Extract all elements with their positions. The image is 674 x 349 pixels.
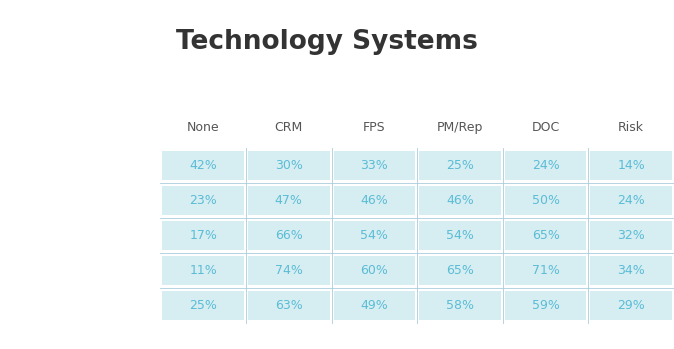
Bar	[505, 221, 586, 250]
Text: None: None	[187, 121, 220, 134]
Bar	[419, 186, 501, 215]
Text: 33%: 33%	[361, 159, 388, 172]
Text: 71%: 71%	[532, 264, 559, 277]
Bar	[334, 256, 415, 285]
Text: Risk: Risk	[618, 121, 644, 134]
Bar	[419, 221, 501, 250]
Bar	[248, 151, 330, 180]
Bar	[505, 151, 586, 180]
Text: 29%: 29%	[617, 299, 645, 312]
Bar	[162, 256, 244, 285]
Text: 58%: 58%	[446, 299, 474, 312]
Text: 65%: 65%	[532, 229, 559, 242]
Text: PM/Rep: PM/Rep	[437, 121, 483, 134]
Text: AUM and: AUM and	[14, 29, 146, 55]
Text: FPS: FPS	[363, 121, 386, 134]
Text: $200 Million Plus: $200 Million Plus	[45, 300, 149, 310]
Text: 32%: 32%	[617, 229, 645, 242]
Text: 46%: 46%	[446, 194, 474, 207]
Bar	[590, 186, 672, 215]
Text: 14%: 14%	[617, 159, 645, 172]
Bar	[590, 151, 672, 180]
Text: 25%: 25%	[189, 299, 217, 312]
Bar	[505, 256, 586, 285]
Bar	[505, 291, 586, 320]
Bar	[419, 151, 501, 180]
Bar	[334, 186, 415, 215]
Text: $50 - 100 Million: $50 - 100 Million	[48, 231, 149, 240]
Text: 17%: 17%	[189, 229, 217, 242]
Text: $0 - 10 Million: $0 - 10 Million	[63, 161, 149, 171]
Text: 66%: 66%	[275, 229, 303, 242]
Bar	[248, 186, 330, 215]
Text: 23%: 23%	[189, 194, 217, 207]
Text: 42%: 42%	[189, 159, 217, 172]
Bar	[248, 221, 330, 250]
Text: 50%: 50%	[532, 194, 559, 207]
Text: 24%: 24%	[617, 194, 645, 207]
Bar	[334, 291, 415, 320]
Text: 49%: 49%	[361, 299, 388, 312]
Bar	[505, 186, 586, 215]
Bar	[334, 151, 415, 180]
Text: 59%: 59%	[532, 299, 559, 312]
Text: Technology Systems: Technology Systems	[176, 29, 478, 55]
Text: 60%: 60%	[361, 264, 388, 277]
Bar	[590, 221, 672, 250]
Bar	[248, 256, 330, 285]
Text: 30%: 30%	[275, 159, 303, 172]
Text: 11%: 11%	[189, 264, 217, 277]
Bar	[590, 291, 672, 320]
Bar	[590, 256, 672, 285]
Bar	[334, 221, 415, 250]
Text: DOC: DOC	[532, 121, 559, 134]
Bar	[162, 151, 244, 180]
Text: 54%: 54%	[446, 229, 474, 242]
Text: 63%: 63%	[275, 299, 303, 312]
Text: $100 - 200 Million: $100 - 200 Million	[40, 266, 149, 275]
Text: CRM: CRM	[275, 121, 303, 134]
Text: 65%: 65%	[446, 264, 474, 277]
Bar	[419, 256, 501, 285]
Bar	[419, 291, 501, 320]
Text: 46%: 46%	[361, 194, 388, 207]
Text: $10 - 50 Million: $10 - 50 Million	[55, 196, 149, 206]
Bar	[162, 186, 244, 215]
Text: 34%: 34%	[617, 264, 645, 277]
Text: 25%: 25%	[446, 159, 474, 172]
Text: 47%: 47%	[275, 194, 303, 207]
Bar	[248, 291, 330, 320]
Bar	[162, 221, 244, 250]
Bar	[162, 291, 244, 320]
Text: 74%: 74%	[275, 264, 303, 277]
Text: 54%: 54%	[361, 229, 388, 242]
Text: 24%: 24%	[532, 159, 559, 172]
